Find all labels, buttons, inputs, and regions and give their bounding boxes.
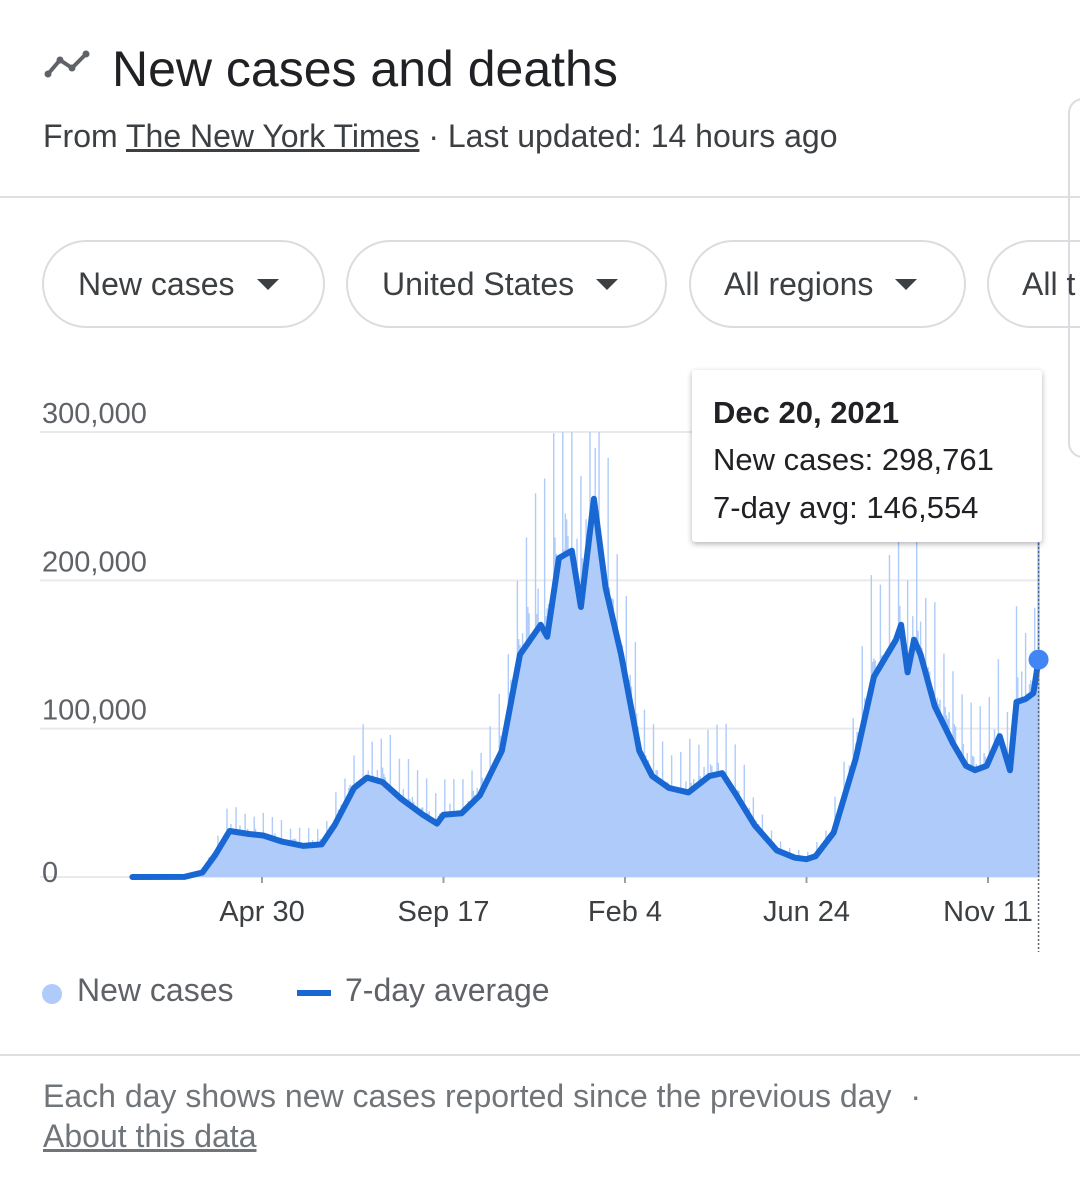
x-tick-label-2: Feb 4 [588,896,662,928]
tooltip-date: Dec 20, 2021 [713,395,900,430]
x-tick-label-3: Jun 24 [763,896,850,928]
page-title: New cases and deaths [112,41,618,97]
footnote: Each day shows new cases reported since … [43,1078,921,1115]
new-cases-area [132,498,1039,877]
metric-dropdown[interactable]: New cases [42,240,325,328]
x-tick-label-0: Apr 30 [219,896,304,928]
y-tick-label-2: 100,000 [42,695,147,727]
case-area [132,498,1039,877]
y-tick-label-1: 200,000 [42,546,147,578]
x-tick-label-1: Sep 17 [398,896,490,928]
region-dropdown[interactable]: All regions [689,240,966,328]
cases-chart[interactable]: 300,000 200,000 100,000 0 Apr 30 Sep 17 Feb 4… [0,360,1080,960]
chevron-down-icon [596,278,619,290]
selected-point [1028,649,1049,670]
hover-cursor [1028,535,1049,952]
chevron-down-icon [256,278,279,290]
y-tick-label-0: 300,000 [42,398,147,430]
region-dropdown-label: All regions [724,265,874,302]
source-prefix: From [43,118,126,154]
y-axis-labels: 300,000 200,000 100,000 0 [42,398,147,889]
last-updated: · Last updated: 14 hours ago [419,118,838,154]
footnote-separator: · [910,1078,922,1114]
x-axis-labels: Apr 30 Sep 17 Feb 4 Jun 24 Nov 11 [219,877,1033,928]
average-line-group [129,495,1042,880]
divider [0,1054,1080,1056]
time-range-dropdown-label: All t [1022,265,1076,302]
new-cases-legend-marker [42,984,62,1004]
filter-chips: New cases United States All regions All … [0,240,1080,332]
legend-new-cases: New cases [77,972,234,1008]
card-header: New cases and deaths From The New York T… [0,0,1080,198]
trending-line-icon [44,50,90,78]
metric-dropdown-label: New cases [78,265,235,302]
tooltip-new-cases: New cases: 298,761 [713,442,994,477]
y-tick-label-3: 0 [42,857,58,889]
country-dropdown[interactable]: United States [346,240,667,328]
source-link[interactable]: The New York Times [125,118,420,154]
average-legend-marker [297,990,331,996]
about-data-link[interactable]: About this data [43,1118,257,1154]
country-dropdown-label: United States [382,265,575,302]
seven-day-average-line [129,495,1042,880]
time-range-dropdown[interactable]: All t [987,240,1080,328]
footnote-text: Each day shows new cases reported since … [43,1078,892,1114]
x-tick-label-4: Nov 11 [943,896,1033,928]
tooltip-average: 7-day avg: 146,554 [713,490,979,525]
source-line: From The New York Times · Last updated: … [43,118,838,155]
legend-average: 7-day average [345,972,550,1008]
data-tooltip: Dec 20, 2021 New cases: 298,761 7-day av… [692,370,1042,542]
chevron-down-icon [895,278,918,290]
